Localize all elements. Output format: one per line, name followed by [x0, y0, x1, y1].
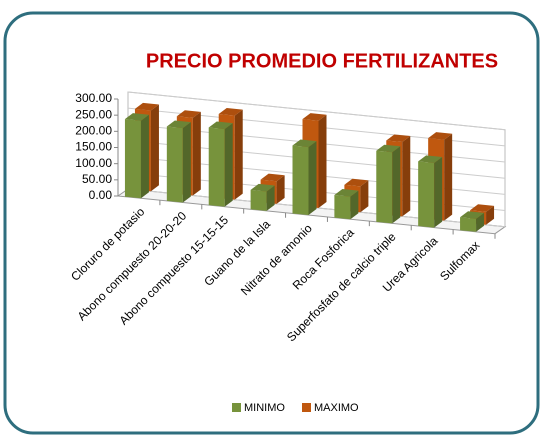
- bar-side: [266, 185, 275, 211]
- y-tick-label: 150.00: [75, 140, 112, 154]
- bar-side: [192, 111, 201, 196]
- bar-side: [224, 123, 233, 207]
- bar: [208, 127, 225, 207]
- bar: [460, 217, 477, 232]
- bar-side: [360, 180, 369, 213]
- bar-side: [318, 114, 327, 209]
- bar-top: [376, 144, 401, 153]
- bar-top: [260, 173, 285, 182]
- bar-top: [428, 132, 453, 140]
- bar: [334, 195, 351, 220]
- bar-side: [150, 104, 159, 192]
- bar: [376, 150, 393, 224]
- legend-label: MINIMO: [244, 402, 285, 414]
- bar-top: [124, 113, 149, 121]
- y-tick-label: 250.00: [75, 107, 112, 121]
- bar-top: [218, 108, 243, 116]
- bar-top: [302, 113, 327, 121]
- bar-top: [344, 178, 369, 187]
- chart-title: PRECIO PROMEDIO FERTILIZANTES: [146, 50, 498, 72]
- bar-side: [308, 141, 317, 216]
- bar-side: [476, 212, 485, 232]
- bar-side: [402, 136, 411, 217]
- legend-swatch: [302, 403, 311, 412]
- y-tick-label: 300.00: [75, 91, 112, 105]
- grid-line: [127, 91, 506, 131]
- y-tick-label: 200.00: [75, 124, 112, 138]
- bar-top: [334, 189, 359, 197]
- bar: [166, 126, 183, 203]
- legend-label: MAXIMO: [314, 402, 359, 414]
- bar: [124, 119, 141, 199]
- bar-top: [386, 134, 411, 143]
- legend-swatch: [232, 403, 241, 412]
- bar: [418, 161, 435, 228]
- bar-top: [166, 120, 191, 129]
- y-tick-label: 50.00: [82, 172, 112, 186]
- bar: [292, 145, 309, 216]
- bar-side: [486, 205, 495, 225]
- bar-side: [444, 133, 453, 221]
- bar-side: [392, 146, 401, 224]
- y-tick-label: 100.00: [75, 156, 112, 170]
- bar-top: [470, 204, 495, 212]
- bar-top: [460, 211, 485, 219]
- bar-top: [418, 155, 443, 163]
- bar-side: [350, 190, 359, 220]
- bar-top: [292, 139, 317, 148]
- bar: [250, 189, 267, 211]
- bar-top: [250, 183, 275, 192]
- bar-side: [182, 122, 191, 203]
- bar-top: [134, 102, 159, 111]
- bar-side: [434, 156, 443, 228]
- bar-side: [276, 175, 285, 204]
- bar-side: [234, 109, 243, 200]
- bar-top: [176, 110, 201, 118]
- y-tick-label: 0.00: [89, 188, 113, 202]
- bar-top: [208, 121, 233, 130]
- bar-side: [140, 114, 149, 199]
